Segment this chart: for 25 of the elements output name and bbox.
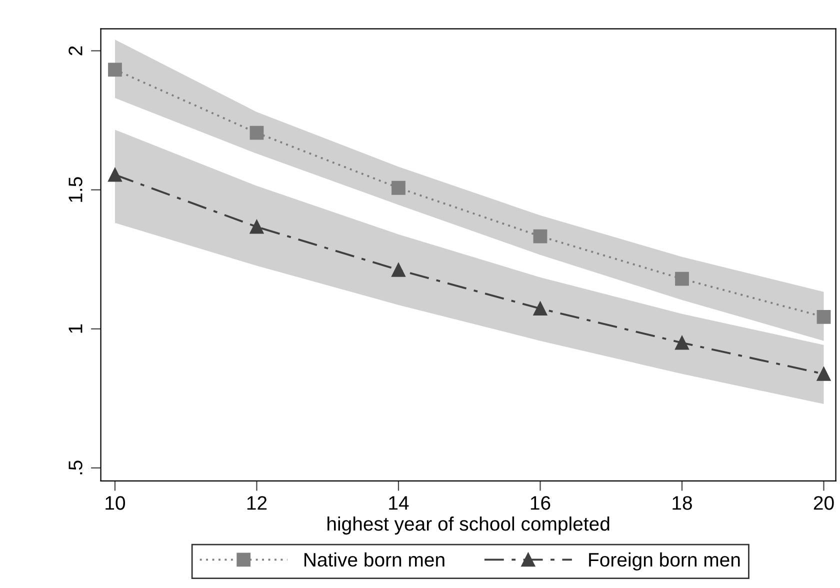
point [392,262,406,277]
y-tick-label: 1.5 [68,177,82,202]
x-tick-label: 14 [389,496,409,510]
y-tick-label: .5 [68,460,82,474]
point [533,229,548,244]
point [675,272,689,286]
y-tick-label: 2 [68,46,82,56]
point [392,180,406,195]
point [675,336,689,350]
y-tick-label: 1 [68,324,82,333]
point [250,220,264,234]
legend-label: Foreign born men [589,552,740,570]
point [533,302,548,316]
x-tick-label: 10 [106,496,126,510]
point [816,366,831,381]
point [250,126,264,140]
x-tick-label: 16 [530,496,550,510]
point [108,168,122,182]
x-axis-title: highest year of school completed [328,516,610,535]
point [816,310,831,324]
point [108,62,122,77]
x-tick-label: 12 [247,496,267,510]
legend-label: Native born men [304,552,444,567]
x-tick-label: 18 [672,496,692,510]
x-tick-label: 20 [814,496,834,510]
